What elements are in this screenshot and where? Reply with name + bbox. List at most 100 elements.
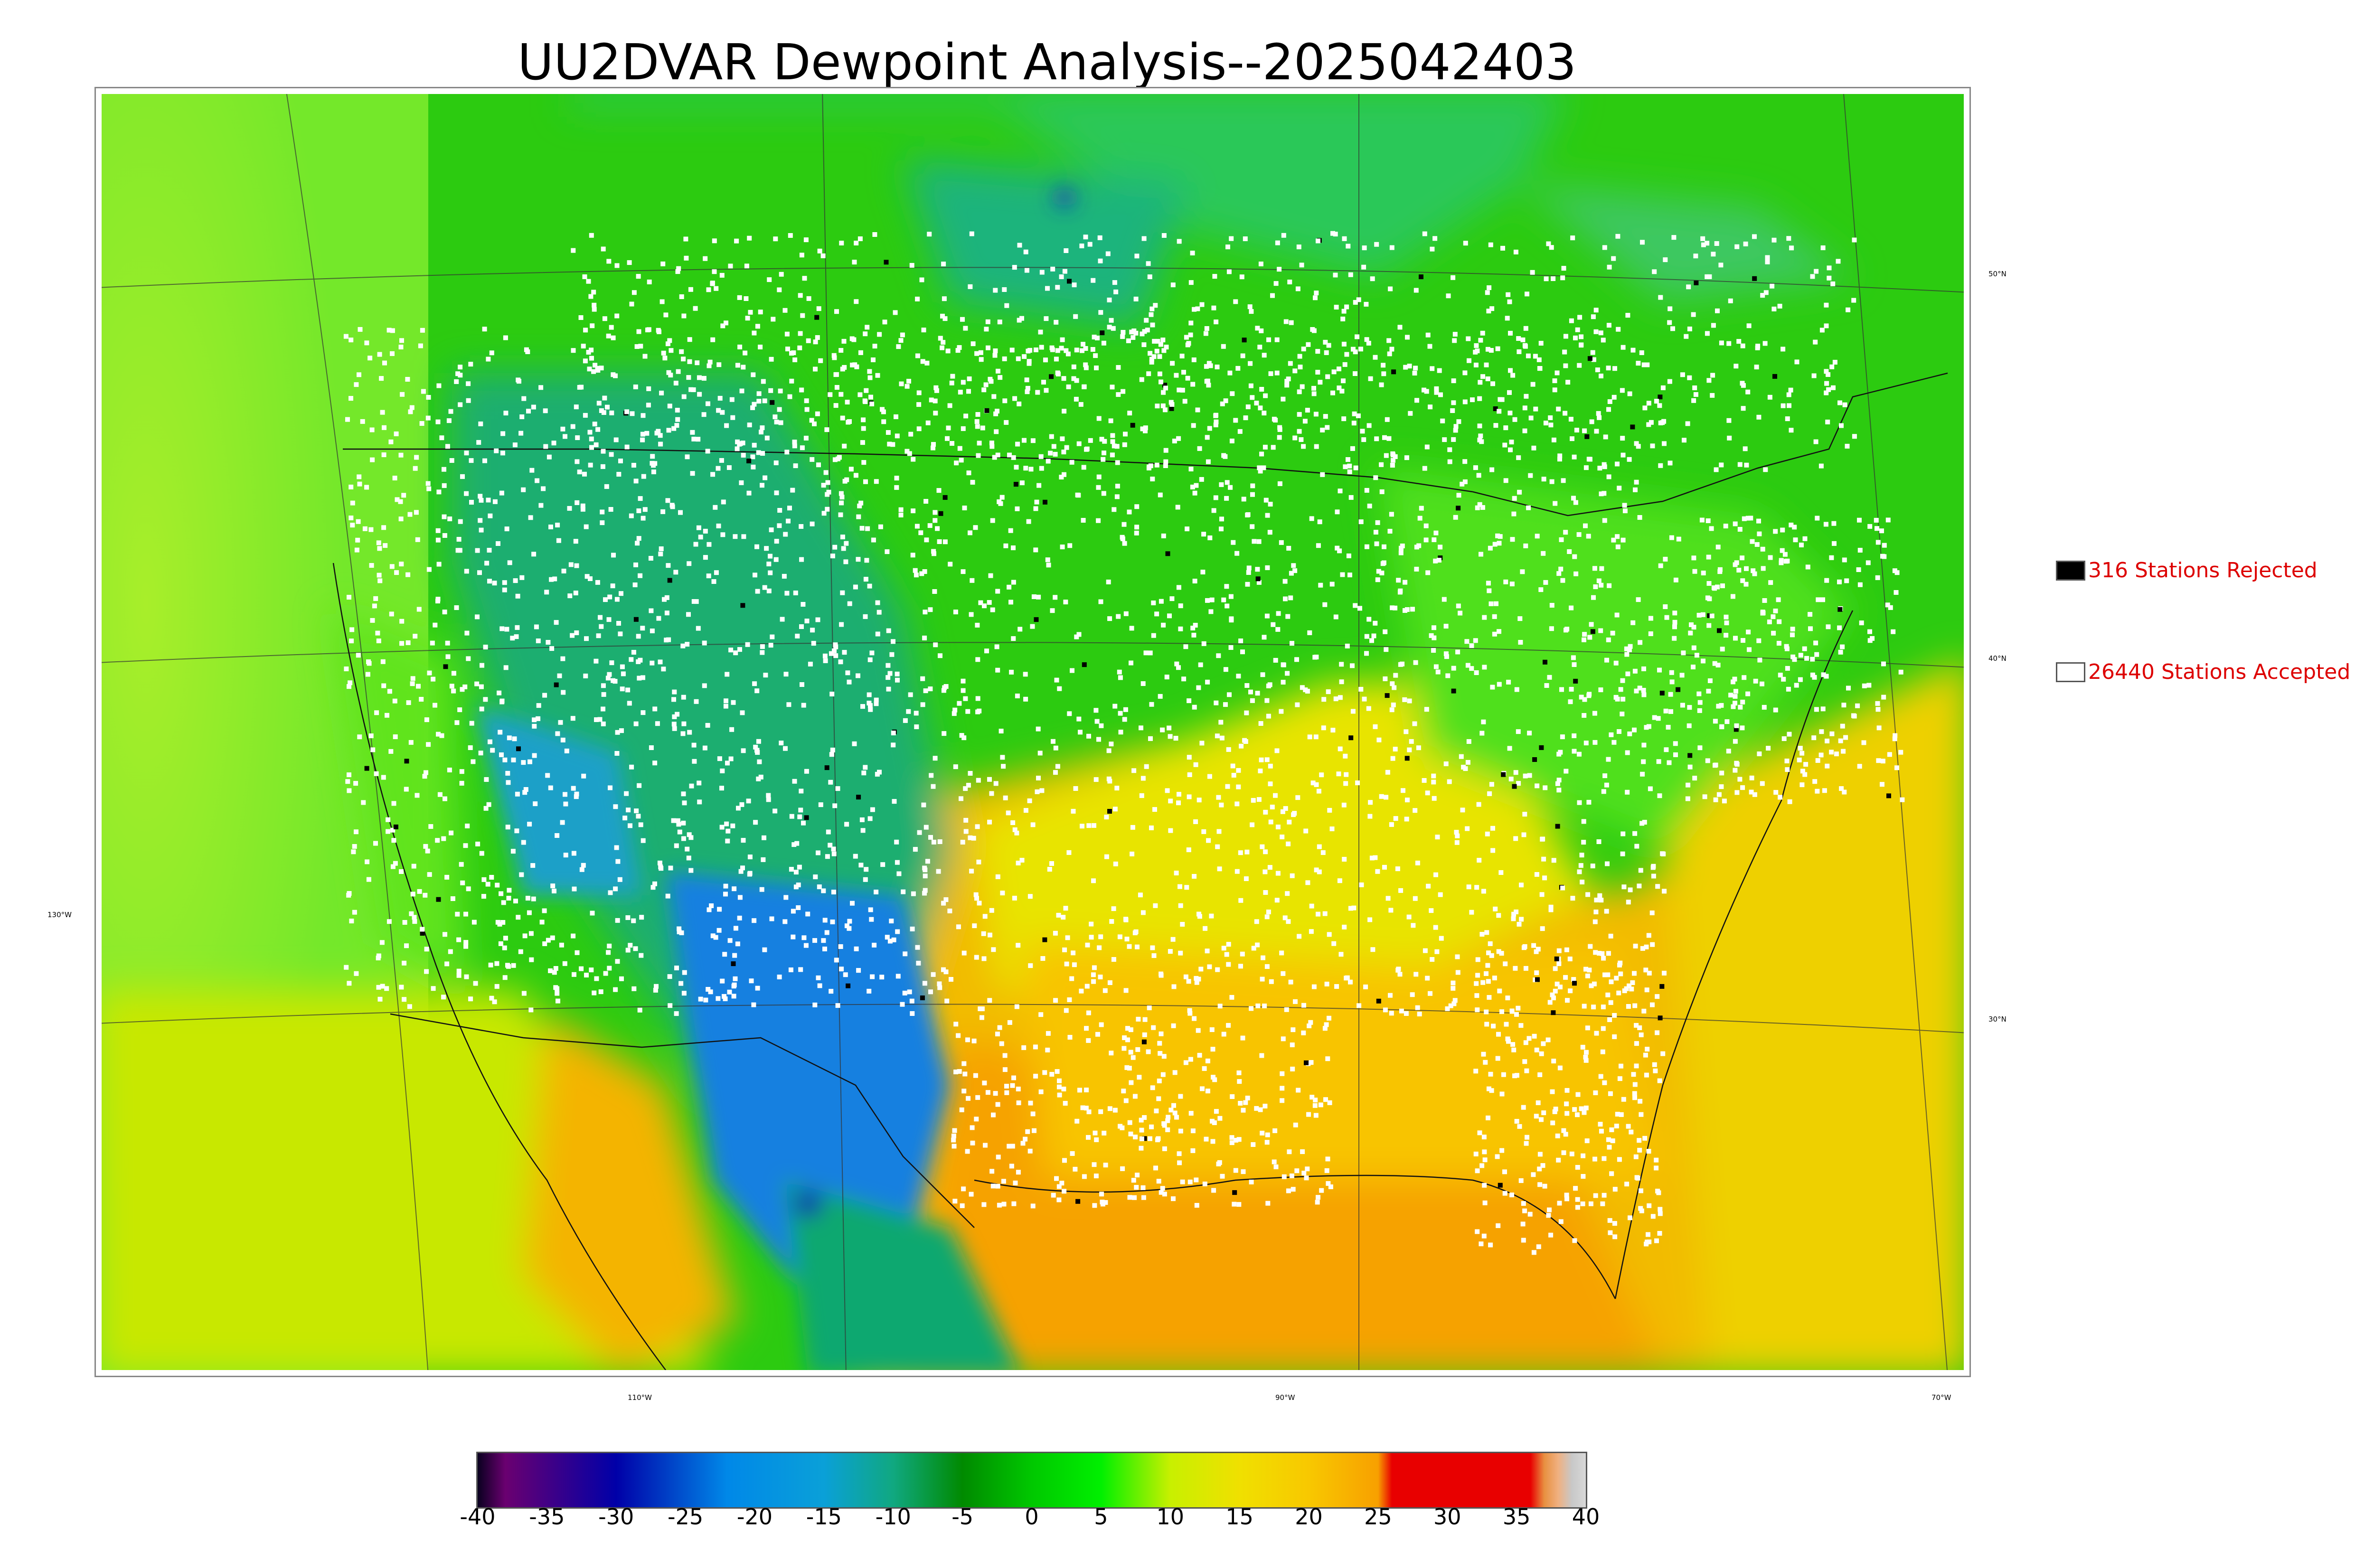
station-marker [1894, 590, 1899, 595]
station-marker [444, 874, 450, 880]
station-marker [1060, 545, 1065, 550]
station-marker [1597, 466, 1602, 471]
station-marker [1070, 1151, 1075, 1156]
station-marker [1112, 507, 1117, 512]
station-marker [857, 503, 862, 508]
station-marker [1209, 913, 1214, 919]
station-marker [428, 824, 433, 829]
station-marker [1855, 703, 1860, 708]
station-marker [1206, 361, 1212, 366]
station-marker [1023, 696, 1028, 702]
station-marker [1188, 332, 1193, 338]
station-marker [923, 610, 928, 615]
station-marker [584, 524, 589, 529]
station-marker [1579, 1106, 1584, 1111]
station-marker [1267, 530, 1272, 535]
station-marker [1474, 885, 1479, 890]
station-marker [1573, 1186, 1578, 1191]
station-marker [1489, 782, 1494, 787]
station-marker [529, 468, 535, 473]
station-marker [801, 935, 807, 940]
station-marker [1181, 370, 1186, 375]
station-marker [624, 409, 630, 414]
station-marker [675, 408, 680, 413]
station-marker [977, 901, 982, 906]
station-marker [588, 462, 593, 468]
station-marker [681, 313, 687, 319]
station-marker [1824, 369, 1829, 374]
station-marker [436, 897, 441, 902]
station-marker [1128, 1027, 1133, 1033]
station-marker [1485, 347, 1490, 352]
station-marker [1163, 385, 1168, 391]
station-marker [793, 591, 798, 595]
station-marker [633, 562, 638, 567]
station-marker [1106, 748, 1112, 753]
station-marker [1044, 316, 1049, 321]
station-marker [1794, 683, 1799, 688]
station-marker [1581, 1153, 1586, 1158]
station-marker [1096, 518, 1101, 523]
station-marker [583, 328, 588, 333]
station-marker [1589, 983, 1594, 988]
station-marker [942, 296, 947, 301]
station-marker [1405, 335, 1410, 340]
station-marker [1062, 1189, 1067, 1194]
station-marker [1093, 353, 1098, 358]
station-marker [963, 829, 969, 834]
station-marker [1364, 634, 1369, 639]
station-marker [1626, 1124, 1631, 1129]
station-marker [1605, 992, 1611, 997]
station-marker [1281, 396, 1286, 402]
station-marker [1479, 1163, 1485, 1168]
station-marker [474, 681, 480, 686]
station-marker [1320, 427, 1325, 432]
station-marker [1076, 632, 1082, 637]
station-marker [1852, 237, 1857, 243]
station-marker [1776, 641, 1781, 646]
station-marker [1214, 413, 1218, 418]
station-marker [1433, 558, 1438, 563]
station-marker [842, 365, 847, 370]
station-marker [1527, 731, 1532, 736]
station-marker [1375, 520, 1380, 525]
station-marker [1548, 415, 1553, 420]
station-marker [1693, 392, 1698, 397]
station-marker [1630, 347, 1636, 353]
station-marker [856, 514, 861, 519]
station-marker [712, 269, 717, 274]
station-marker [1434, 949, 1440, 954]
station-marker [577, 385, 582, 390]
station-marker [1120, 536, 1125, 541]
station-marker [640, 626, 645, 631]
station-marker [571, 933, 576, 939]
station-marker [874, 701, 879, 706]
station-marker [1159, 1031, 1164, 1036]
station-marker [1263, 393, 1268, 398]
station-marker [1209, 597, 1215, 602]
station-marker [740, 710, 745, 715]
station-marker [1785, 416, 1790, 422]
station-marker [1596, 578, 1602, 583]
station-marker [407, 1004, 412, 1009]
station-marker [1284, 1007, 1289, 1012]
station-marker [1177, 1160, 1182, 1165]
station-marker [1668, 709, 1673, 714]
station-marker [1627, 647, 1632, 652]
station-marker [1593, 308, 1599, 313]
station-marker [1174, 661, 1179, 667]
station-marker [1061, 1087, 1066, 1091]
station-marker [1475, 1229, 1480, 1234]
station-marker [887, 939, 893, 944]
station-marker [1486, 950, 1491, 956]
station-marker [1314, 291, 1319, 296]
station-marker [782, 308, 788, 313]
station-marker [442, 533, 447, 538]
station-marker [479, 498, 484, 503]
station-marker [1258, 769, 1263, 773]
station-marker [515, 625, 520, 630]
station-marker [479, 527, 484, 533]
station-marker [1263, 849, 1268, 854]
station-marker [571, 348, 576, 353]
station-marker [686, 375, 691, 380]
